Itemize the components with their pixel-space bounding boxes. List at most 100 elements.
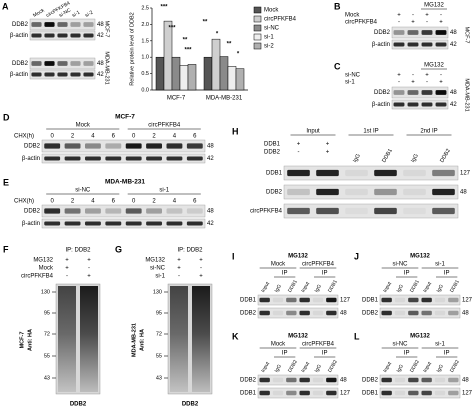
band xyxy=(287,188,310,196)
row-label: β-actin xyxy=(22,221,40,227)
legend-label: si-2 xyxy=(264,44,274,50)
kda-label: 48 xyxy=(450,30,457,36)
legend-label: si-NC xyxy=(264,26,280,32)
band xyxy=(84,156,101,161)
band xyxy=(186,143,203,149)
panel-label: D xyxy=(3,112,10,122)
sign: + xyxy=(65,266,69,272)
kda-label: 48 xyxy=(97,22,104,28)
band xyxy=(316,169,339,177)
band xyxy=(434,310,446,316)
blot-strip xyxy=(379,307,461,319)
row-label: DDB1 xyxy=(240,298,257,304)
header: IP: DDB2 xyxy=(177,248,203,254)
smear xyxy=(58,286,76,392)
lane-label: Input xyxy=(422,361,433,374)
band xyxy=(312,390,324,396)
cell-label: MDA-MB-231 xyxy=(464,78,470,111)
significance: *** xyxy=(160,5,168,11)
lane-label: DDB2 xyxy=(439,148,452,164)
lane-label: DDB1 xyxy=(287,279,299,294)
ip-label: IP xyxy=(282,351,288,357)
panel-label: J xyxy=(354,251,359,261)
legend-label: circPFKFB4 xyxy=(264,17,297,23)
blot-strip xyxy=(391,99,449,110)
band xyxy=(394,310,406,316)
row-label: β-actin xyxy=(372,102,390,108)
band xyxy=(421,377,432,383)
band xyxy=(84,208,101,214)
sign: - xyxy=(298,150,300,156)
sign: - xyxy=(398,80,400,86)
band xyxy=(374,188,397,196)
band xyxy=(421,390,432,396)
sign: + xyxy=(199,258,203,264)
band xyxy=(44,156,61,161)
band xyxy=(408,310,419,316)
lane-label: Input xyxy=(300,281,311,294)
lane-label: IgG xyxy=(314,284,323,294)
kda-label: 42 xyxy=(97,33,104,39)
band xyxy=(83,33,94,38)
legend-swatch xyxy=(253,6,262,14)
time-value: 4 xyxy=(91,134,95,140)
row-label: DDB2 xyxy=(362,378,379,384)
kda-label: 48 xyxy=(460,190,467,196)
row-label: DDB2 xyxy=(12,61,29,67)
band xyxy=(125,208,142,214)
footer-label: DDB2 xyxy=(182,402,199,408)
band xyxy=(421,90,433,95)
bar xyxy=(211,38,221,91)
row-label: DDB1 xyxy=(240,391,257,397)
ip-label: IP xyxy=(404,351,410,357)
band xyxy=(345,208,368,214)
blot-strip xyxy=(41,204,206,218)
kda-label: 127 xyxy=(340,298,351,304)
band xyxy=(312,310,324,316)
group-label: circPFKFB4 xyxy=(302,262,335,268)
kda-label: 127 xyxy=(340,391,351,397)
treatment-label: si-NC xyxy=(345,73,361,79)
lane-label: DDB1 xyxy=(449,279,461,294)
band xyxy=(70,33,81,38)
band xyxy=(312,297,324,303)
marker-label: 72 xyxy=(156,331,162,337)
band xyxy=(272,297,284,303)
band xyxy=(44,22,55,27)
band xyxy=(286,377,297,383)
y-tick-label: 1.5 xyxy=(141,38,149,44)
smear xyxy=(170,286,188,392)
sign: + xyxy=(87,274,91,280)
ip-label: IP xyxy=(322,271,328,277)
kda-label: 127 xyxy=(462,391,473,397)
band xyxy=(44,143,61,149)
group-label: si-1 xyxy=(435,342,445,348)
lane-label: DDB1 xyxy=(409,279,421,294)
band xyxy=(105,208,122,214)
row-label: β-actin xyxy=(10,33,28,39)
marker-label: 72 xyxy=(44,331,50,337)
sign: + xyxy=(87,258,91,264)
panel-label: A xyxy=(2,1,9,11)
significance: * xyxy=(216,32,219,38)
band xyxy=(434,377,446,383)
band xyxy=(345,188,368,196)
significance: ** xyxy=(227,42,232,48)
row-label: DDB2 xyxy=(374,30,391,36)
kda-label: 48 xyxy=(450,90,457,96)
sign: + xyxy=(397,13,401,19)
band xyxy=(345,169,368,177)
band xyxy=(186,156,203,161)
legend-swatch xyxy=(253,24,262,32)
sign: - xyxy=(440,13,442,19)
bar xyxy=(171,56,181,91)
kda-label: 42 xyxy=(450,102,457,108)
band xyxy=(448,390,459,396)
band xyxy=(259,390,270,396)
band xyxy=(64,208,81,214)
lane-label: Input xyxy=(382,281,393,294)
band xyxy=(31,22,42,27)
band xyxy=(403,169,426,177)
lane-label: IgG xyxy=(314,364,323,374)
